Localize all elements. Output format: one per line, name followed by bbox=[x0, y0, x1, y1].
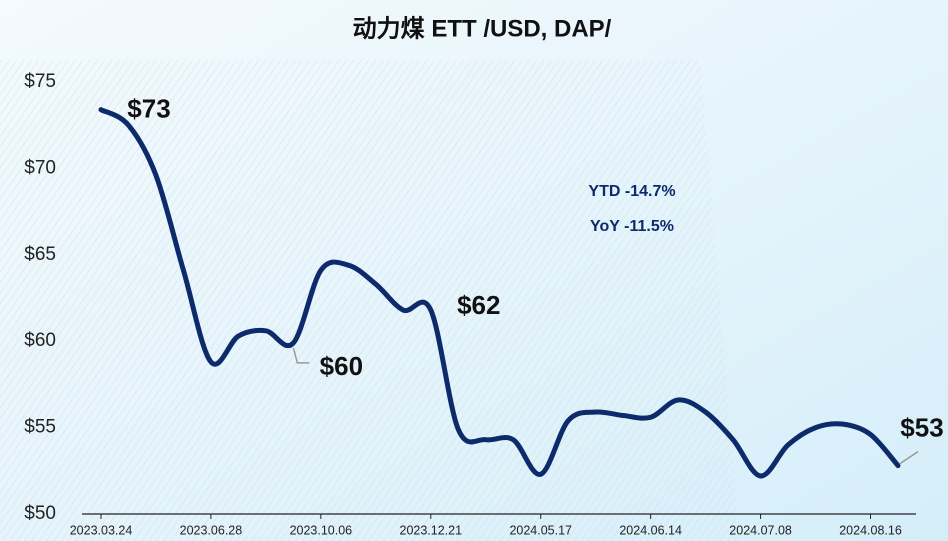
leader-line bbox=[292, 347, 310, 364]
annotation: YoY -11.5% bbox=[590, 218, 674, 235]
x-tick-label: 2023.12.21 bbox=[400, 523, 463, 537]
x-tick-label: 2024.08.16 bbox=[839, 523, 902, 537]
x-tick-label: 2024.05.17 bbox=[509, 523, 572, 537]
data-label: $73 bbox=[127, 94, 170, 124]
y-tick-label: $50 bbox=[24, 503, 56, 524]
chart-title: 动力煤 ETT /USD, DAP/ bbox=[353, 15, 612, 42]
line bbox=[98, 107, 901, 479]
x-tick-label: 2024.06.14 bbox=[619, 523, 682, 537]
y-tick-label: $60 bbox=[24, 330, 56, 351]
leader-line bbox=[899, 450, 919, 465]
data-label: $62 bbox=[457, 290, 500, 320]
data-label: $53 bbox=[900, 412, 943, 442]
y-tick-label: $70 bbox=[24, 157, 56, 178]
y-tick-label: $55 bbox=[24, 417, 56, 438]
x-tick-label: 2023.03.24 bbox=[70, 523, 133, 537]
x-tick-label: 2023.10.06 bbox=[290, 523, 353, 537]
x-tick-label: 2023.06.28 bbox=[180, 523, 243, 537]
data-label: $60 bbox=[320, 351, 363, 381]
annotation: YTD -14.7% bbox=[588, 183, 675, 200]
y-tick-label: $75 bbox=[24, 71, 56, 92]
x-tick-label: 2024.07.08 bbox=[729, 523, 792, 537]
y-tick-label: $65 bbox=[24, 244, 56, 265]
hatch bbox=[0, 60, 740, 541]
